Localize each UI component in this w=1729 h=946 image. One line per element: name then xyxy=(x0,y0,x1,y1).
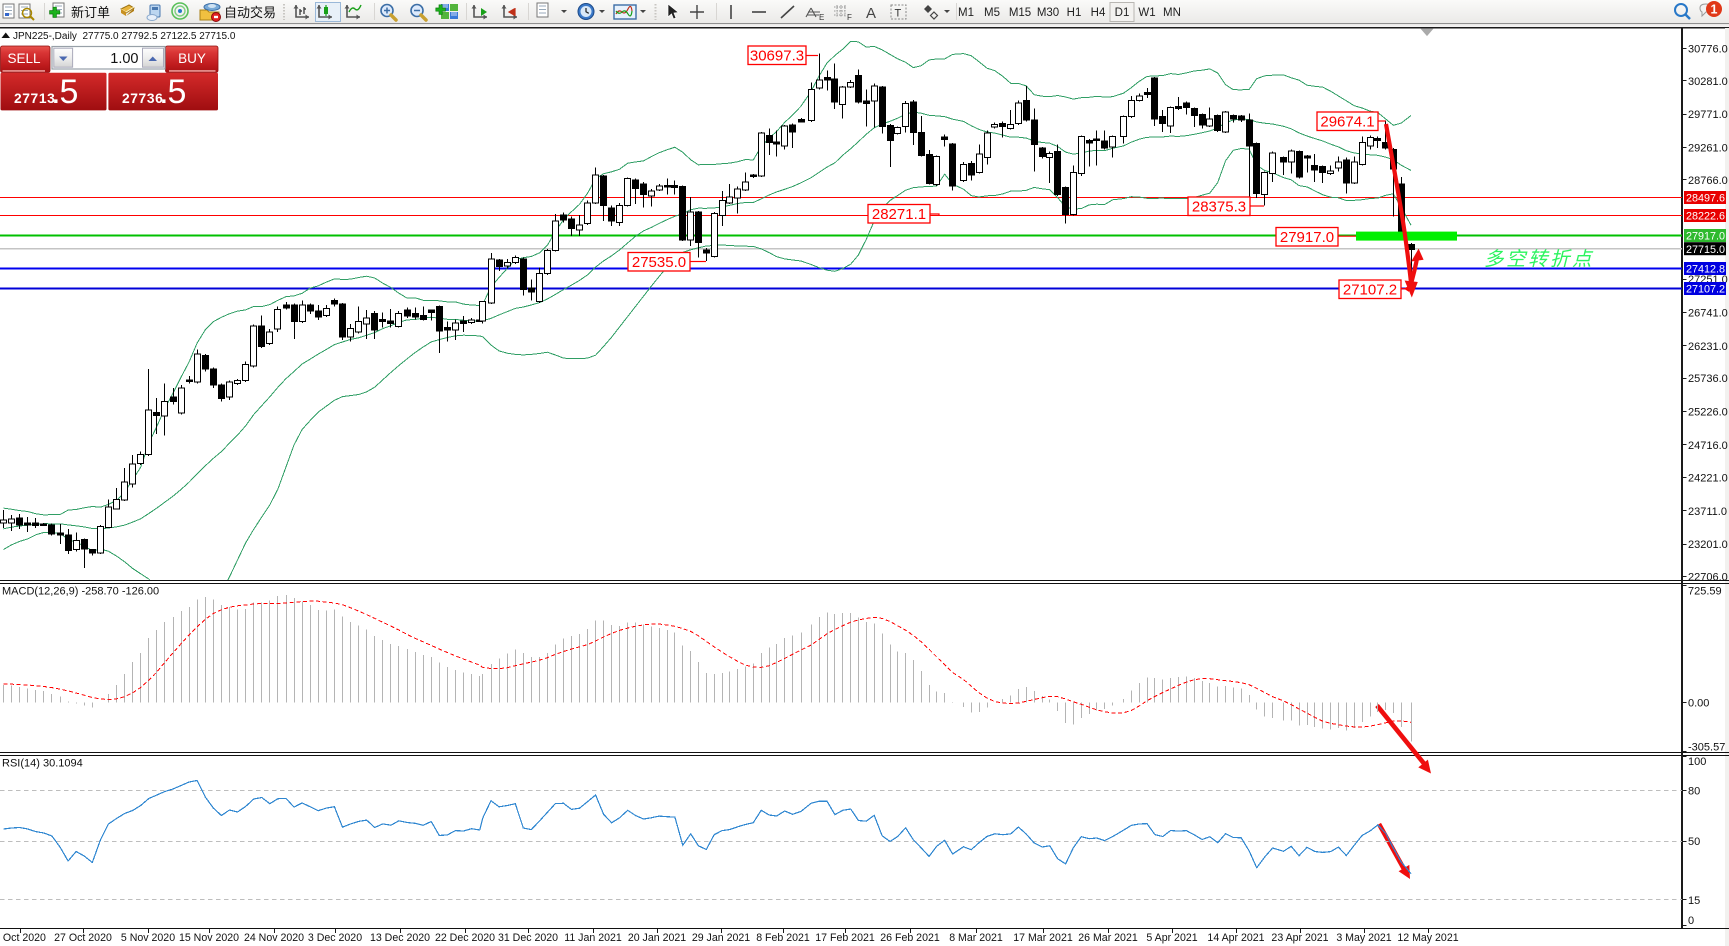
svg-text:12 May 2021: 12 May 2021 xyxy=(1397,932,1458,944)
svg-text:8 Feb 2021: 8 Feb 2021 xyxy=(756,932,810,944)
svg-text:5 Nov 2020: 5 Nov 2020 xyxy=(121,932,175,944)
svg-text:29674.1: 29674.1 xyxy=(1320,114,1374,131)
svg-text:24 Nov 2020: 24 Nov 2020 xyxy=(244,932,304,944)
svg-text:15 Nov 2020: 15 Nov 2020 xyxy=(179,932,239,944)
svg-text:27736: 27736 xyxy=(122,91,163,106)
svg-text:28497.6: 28497.6 xyxy=(1686,193,1725,205)
svg-text:15: 15 xyxy=(1688,895,1700,907)
svg-text:25226.0: 25226.0 xyxy=(1688,407,1728,419)
svg-text:8 Mar 2021: 8 Mar 2021 xyxy=(949,932,1003,944)
svg-text:50: 50 xyxy=(1688,836,1700,848)
svg-text:22706.0: 22706.0 xyxy=(1688,572,1728,584)
svg-text:JPN225-,Daily 27775.0 27792.5: JPN225-,Daily 27775.0 27792.5 27122.5 27… xyxy=(13,31,236,42)
svg-text:27917.0: 27917.0 xyxy=(1686,231,1725,243)
svg-text:自动交易: 自动交易 xyxy=(224,5,276,20)
svg-text:23 Apr 2021: 23 Apr 2021 xyxy=(1271,932,1328,944)
svg-text:多空转折点: 多空转折点 xyxy=(1484,249,1594,271)
svg-text:E: E xyxy=(819,13,824,22)
svg-text:H1: H1 xyxy=(1067,7,1082,19)
svg-text:26741.0: 26741.0 xyxy=(1688,308,1728,320)
svg-text:M30: M30 xyxy=(1037,7,1059,19)
svg-text:31 Dec 2020: 31 Dec 2020 xyxy=(498,932,558,944)
svg-text:28766.0: 28766.0 xyxy=(1688,175,1728,187)
svg-text:0.00: 0.00 xyxy=(1688,698,1709,710)
svg-text:30776.0: 30776.0 xyxy=(1688,43,1728,55)
svg-text:27107.2: 27107.2 xyxy=(1686,284,1725,296)
svg-text:1.00: 1.00 xyxy=(110,51,138,67)
svg-text:W1: W1 xyxy=(1138,7,1155,19)
svg-text:28222.6: 28222.6 xyxy=(1686,211,1725,223)
svg-text:27715.0: 27715.0 xyxy=(1686,244,1725,256)
svg-text:29261.0: 29261.0 xyxy=(1688,143,1728,155)
svg-text:28375.3: 28375.3 xyxy=(1192,199,1246,216)
svg-text:24716.0: 24716.0 xyxy=(1688,440,1728,452)
svg-text:5 Apr 2021: 5 Apr 2021 xyxy=(1146,932,1197,944)
svg-text:23201.0: 23201.0 xyxy=(1688,539,1728,551)
svg-text:27917.0: 27917.0 xyxy=(1280,229,1334,246)
svg-text:M5: M5 xyxy=(984,7,1000,19)
svg-text:27535.0: 27535.0 xyxy=(632,254,686,271)
svg-text:20 Jan 2021: 20 Jan 2021 xyxy=(628,932,686,944)
svg-text:M15: M15 xyxy=(1009,7,1031,19)
svg-text:11 Jan 2021: 11 Jan 2021 xyxy=(564,932,622,944)
svg-text:.: . xyxy=(53,82,60,109)
svg-text:T: T xyxy=(895,8,902,20)
svg-text:D1: D1 xyxy=(1115,7,1130,19)
svg-text:SELL: SELL xyxy=(7,51,41,66)
svg-text:新订单: 新订单 xyxy=(71,5,110,20)
svg-text:27713: 27713 xyxy=(14,91,55,106)
svg-text:MN: MN xyxy=(1163,7,1181,19)
svg-text:29771.0: 29771.0 xyxy=(1688,109,1728,121)
svg-text:M1: M1 xyxy=(958,7,974,19)
svg-text:BUY: BUY xyxy=(178,51,206,66)
svg-text:100: 100 xyxy=(1688,756,1706,768)
svg-text:3 May 2021: 3 May 2021 xyxy=(1336,932,1391,944)
svg-text:3 Dec 2020: 3 Dec 2020 xyxy=(308,932,362,944)
svg-text:5: 5 xyxy=(168,73,187,111)
svg-text:13 Dec 2020: 13 Dec 2020 xyxy=(370,932,430,944)
svg-text:8 Oct 2020: 8 Oct 2020 xyxy=(0,932,46,944)
svg-text:26231.0: 26231.0 xyxy=(1688,341,1728,353)
svg-text:17 Feb 2021: 17 Feb 2021 xyxy=(815,932,875,944)
svg-text:27412.8: 27412.8 xyxy=(1686,264,1725,276)
svg-text:23711.0: 23711.0 xyxy=(1688,506,1727,518)
svg-text:H4: H4 xyxy=(1091,7,1106,19)
svg-text:17 Mar 2021: 17 Mar 2021 xyxy=(1013,932,1073,944)
svg-text:24221.0: 24221.0 xyxy=(1688,472,1728,484)
svg-text:0: 0 xyxy=(1688,915,1694,927)
svg-text:28271.1: 28271.1 xyxy=(872,206,926,223)
svg-text:26 Mar 2021: 26 Mar 2021 xyxy=(1078,932,1138,944)
svg-text:.: . xyxy=(161,82,168,109)
svg-text:27 Oct 2020: 27 Oct 2020 xyxy=(54,932,112,944)
svg-text:5: 5 xyxy=(60,73,79,111)
svg-text:A: A xyxy=(866,5,876,22)
svg-text:26 Feb 2021: 26 Feb 2021 xyxy=(880,932,940,944)
svg-text:MACD(12,26,9) -258.70 -126.00: MACD(12,26,9) -258.70 -126.00 xyxy=(2,586,159,598)
svg-text:80: 80 xyxy=(1688,786,1700,798)
svg-text:725.59: 725.59 xyxy=(1688,586,1722,598)
svg-text:RSI(14) 30.1094: RSI(14) 30.1094 xyxy=(2,758,83,770)
svg-text:30281.0: 30281.0 xyxy=(1688,76,1728,88)
svg-text:29 Jan 2021: 29 Jan 2021 xyxy=(692,932,750,944)
svg-text:-305.57: -305.57 xyxy=(1688,742,1725,754)
svg-text:27107.2: 27107.2 xyxy=(1343,282,1397,299)
svg-text:22 Dec 2020: 22 Dec 2020 xyxy=(435,932,495,944)
svg-text:F: F xyxy=(847,13,852,22)
svg-text:25736.0: 25736.0 xyxy=(1688,373,1728,385)
svg-text:1: 1 xyxy=(1711,3,1718,17)
svg-text:30697.3: 30697.3 xyxy=(750,48,804,65)
svg-text:14 Apr 2021: 14 Apr 2021 xyxy=(1207,932,1264,944)
